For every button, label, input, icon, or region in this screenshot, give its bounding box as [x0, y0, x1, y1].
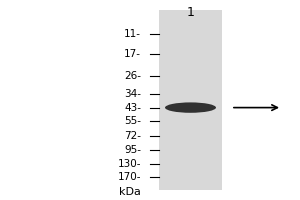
- Text: 17-: 17-: [124, 49, 141, 59]
- Text: kDa: kDa: [119, 187, 141, 197]
- Text: 1: 1: [187, 6, 194, 19]
- Text: 170-: 170-: [118, 172, 141, 182]
- Text: 11-: 11-: [124, 29, 141, 39]
- Text: 34-: 34-: [124, 89, 141, 99]
- Text: 95-: 95-: [124, 145, 141, 155]
- Text: 43-: 43-: [124, 103, 141, 113]
- Text: 55-: 55-: [124, 116, 141, 126]
- FancyBboxPatch shape: [159, 10, 222, 190]
- Ellipse shape: [165, 102, 216, 113]
- Text: 26-: 26-: [124, 71, 141, 81]
- Text: 72-: 72-: [124, 131, 141, 141]
- Text: 130-: 130-: [118, 159, 141, 169]
